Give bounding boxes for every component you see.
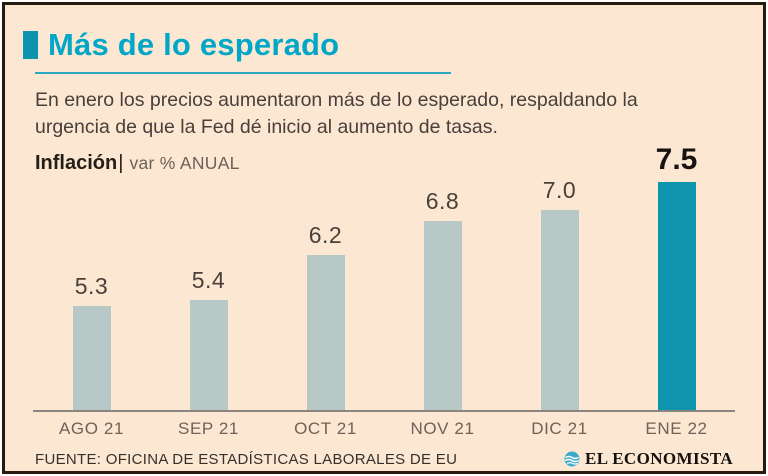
bar-value-label: 5.3 — [74, 273, 109, 300]
bar-column: 6.2 — [267, 222, 384, 411]
bar-column: 7.0 — [501, 177, 618, 411]
bar-value-label: 6.2 — [308, 222, 343, 249]
bar — [72, 306, 111, 411]
bar-value-label: 7.5 — [655, 143, 698, 177]
bar-category-label: DIC 21 — [531, 419, 588, 439]
bar-value-label: 6.8 — [425, 188, 460, 215]
brand-name: EL ECONOMISTA — [585, 449, 733, 469]
bar — [423, 221, 462, 411]
bar-value-label: 7.0 — [542, 177, 577, 204]
title-row: Más de lo esperado — [23, 27, 735, 63]
chart-label-separator: | — [118, 152, 124, 175]
bar-category-label: SEP 21 — [178, 419, 239, 439]
content-area: Más de lo esperado En enero los precios … — [5, 5, 763, 471]
source-note: FUENTE: OFICINA DE ESTADÍSTICAS LABORALE… — [35, 450, 458, 468]
el-economista-logo-icon — [564, 451, 580, 467]
page-title: Más de lo esperado — [48, 27, 340, 62]
chart-units-label: var % ANUAL — [129, 153, 240, 174]
bar — [306, 255, 345, 411]
chart-series-label: Inflación — [35, 152, 118, 175]
title-underline — [35, 72, 451, 74]
bar-column: 6.8 — [384, 188, 501, 411]
bar-column: 5.3 — [33, 273, 150, 411]
bar — [657, 182, 696, 411]
bar-category-label: NOV 21 — [410, 419, 475, 439]
bar-category-label: AGO 21 — [58, 419, 125, 439]
bar-column: 5.4 — [150, 267, 267, 411]
bar-column: 7.5 — [618, 143, 735, 411]
bar-category-label: OCT 21 — [294, 419, 357, 439]
footer: FUENTE: OFICINA DE ESTADÍSTICAS LABORALE… — [33, 449, 735, 469]
bar — [540, 210, 579, 411]
title-marker — [23, 31, 38, 59]
chart-header: Inflación| var % ANUAL — [35, 152, 240, 175]
bar-category-label: ENE 22 — [645, 419, 708, 439]
bar-value-label: 5.4 — [191, 267, 226, 294]
bar — [189, 300, 228, 411]
chart-subtitle: En enero los precios aumentaron más de l… — [35, 89, 638, 138]
brand-logo: EL ECONOMISTA — [564, 449, 733, 469]
categories-row: AGO 21 SEP 21 OCT 21 NOV 21 DIC 21 ENE 22 — [33, 419, 735, 439]
bars-row: 5.3 5.4 6.2 6.8 7.0 7.5 — [33, 143, 735, 413]
bar-chart: Inflación| var % ANUAL 5.3 5.4 6.2 6.8 7.0 7.5… — [33, 143, 735, 439]
